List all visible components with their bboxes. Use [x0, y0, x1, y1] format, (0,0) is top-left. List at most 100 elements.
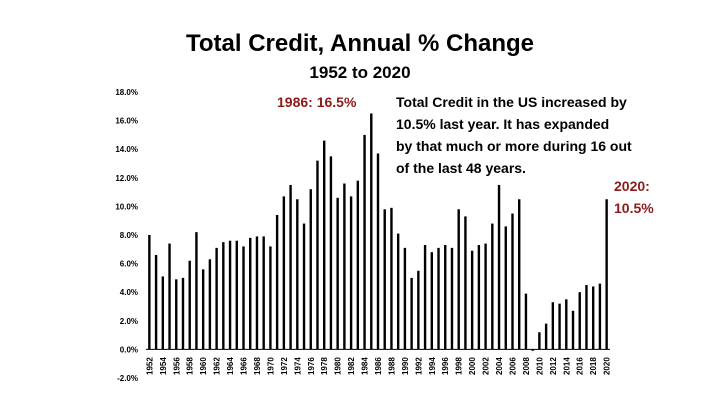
- x-tick-label: 1964: [226, 357, 235, 375]
- x-tick-label: 1980: [334, 357, 343, 375]
- bar-1966: [242, 246, 245, 350]
- x-tick-label: 2000: [468, 357, 477, 375]
- x-tick-label: 1962: [213, 357, 222, 375]
- bar-1992: [417, 270, 420, 350]
- bar-1989: [396, 233, 400, 350]
- x-tick-label: 1976: [307, 357, 316, 375]
- x-tick-label: 1974: [293, 357, 302, 375]
- bar-1952: [148, 235, 151, 350]
- x-tick-label: 2020: [603, 357, 612, 375]
- bar-2000: [470, 250, 474, 350]
- x-tick-label: 1978: [320, 357, 329, 375]
- x-tick-label: 1982: [347, 357, 356, 375]
- x-tick-label: 1968: [253, 357, 262, 375]
- bar-2008: [524, 293, 528, 350]
- x-tick-label: 2018: [589, 357, 598, 375]
- bar-1974: [296, 199, 299, 350]
- x-tick-label: 1990: [401, 357, 410, 375]
- x-tick-label: 1972: [280, 357, 289, 375]
- bar-1955: [168, 243, 171, 350]
- bar-1969: [262, 236, 265, 350]
- bar-1953: [154, 255, 158, 350]
- y-tick-label: 6.0%: [120, 260, 138, 269]
- bar-1993: [423, 245, 427, 350]
- y-tick-label: 4.0%: [120, 288, 138, 297]
- bar-1994: [430, 252, 433, 350]
- x-tick-label: 1986: [374, 357, 383, 375]
- x-tick-label: 2008: [522, 357, 531, 375]
- x-tick-label: 1952: [145, 357, 154, 375]
- y-tick-label: -2.0%: [117, 374, 138, 383]
- bar-1981: [343, 183, 346, 350]
- bar-1990: [403, 247, 407, 350]
- bar-2002: [484, 243, 487, 350]
- bar-2011: [544, 323, 548, 350]
- x-tick-label: 1954: [159, 357, 168, 375]
- bar-1986: [376, 153, 380, 350]
- bar-1980: [336, 197, 339, 350]
- bar-2017: [585, 285, 588, 350]
- y-axis-ticks: -2.0% 0.0% 2.0% 4.0% 6.0% 8.0% 10.0% 12.0% 14.0%…: [115, 88, 138, 383]
- bar-2005: [504, 226, 507, 350]
- bar-1997: [450, 247, 454, 350]
- bar-2009: [531, 349, 534, 351]
- bar-2003: [491, 223, 494, 350]
- bar-1982: [349, 196, 353, 350]
- bar-1975: [302, 223, 306, 350]
- x-tick-label: 1960: [199, 357, 208, 375]
- bar-1963: [222, 242, 225, 350]
- bar-1965: [235, 240, 238, 350]
- bar-1983: [356, 180, 360, 350]
- bar-1954: [161, 276, 165, 350]
- x-tick-label: 1992: [414, 357, 423, 375]
- annotation-summary-line-4: of the last 48 years.: [396, 160, 526, 176]
- x-tick-label: 2010: [535, 357, 544, 375]
- bar-2016: [578, 292, 581, 350]
- bar-2020: [605, 199, 608, 350]
- y-tick-label: 10.0%: [115, 202, 138, 211]
- annotation-2020-label: 2020:: [614, 178, 650, 194]
- bar-2013: [558, 303, 561, 350]
- y-tick-label: 12.0%: [115, 174, 138, 183]
- annotation-summary-line-3: by that much or more during 16 out: [396, 138, 632, 154]
- bar-1970: [269, 246, 272, 350]
- x-tick-label: 1988: [387, 357, 396, 375]
- x-tick-label: 2006: [508, 357, 517, 375]
- chart-title: Total Credit, Annual % Change: [186, 30, 534, 57]
- bar-2007: [518, 199, 521, 350]
- bar-2015: [571, 310, 575, 350]
- annotation-summary-line-2: 10.5% last year. It has expanded: [396, 116, 609, 132]
- bar-1996: [444, 245, 447, 350]
- bar-1967: [249, 237, 252, 350]
- bar-1976: [309, 189, 312, 350]
- bar-2010: [538, 332, 541, 350]
- x-tick-label: 1970: [266, 357, 275, 375]
- x-tick-label: 2012: [549, 357, 558, 375]
- bar-2006: [511, 213, 514, 350]
- x-axis-ticks: 1952 1954 1956 1958 1960 1962 1964 1966 1968 1970…: [145, 357, 611, 375]
- y-tick-label: 14.0%: [115, 145, 138, 154]
- bar-1956: [175, 279, 178, 350]
- bar-1957: [181, 277, 185, 350]
- y-tick-label: 0.0%: [120, 345, 138, 354]
- x-tick-label: 1996: [441, 357, 450, 375]
- bar-1991: [410, 277, 413, 350]
- y-tick-label: 18.0%: [115, 88, 138, 97]
- x-tick-label: 2002: [482, 357, 491, 375]
- x-tick-label: 2016: [576, 357, 585, 375]
- bar-1999: [464, 216, 467, 350]
- bar-1987: [383, 209, 386, 350]
- x-tick-label: 1956: [172, 357, 181, 375]
- bar-2018: [591, 286, 595, 350]
- x-tick-label: 1958: [186, 357, 195, 375]
- bar-1960: [201, 269, 205, 350]
- bar-2004: [497, 184, 501, 350]
- bar-1958: [188, 260, 191, 350]
- y-tick-label: 16.0%: [115, 117, 138, 126]
- bar-2012: [551, 302, 555, 350]
- bar-1959: [195, 232, 198, 350]
- x-tick-label: 1984: [361, 357, 370, 375]
- bar-1998: [457, 209, 460, 350]
- bar-1995: [437, 247, 440, 350]
